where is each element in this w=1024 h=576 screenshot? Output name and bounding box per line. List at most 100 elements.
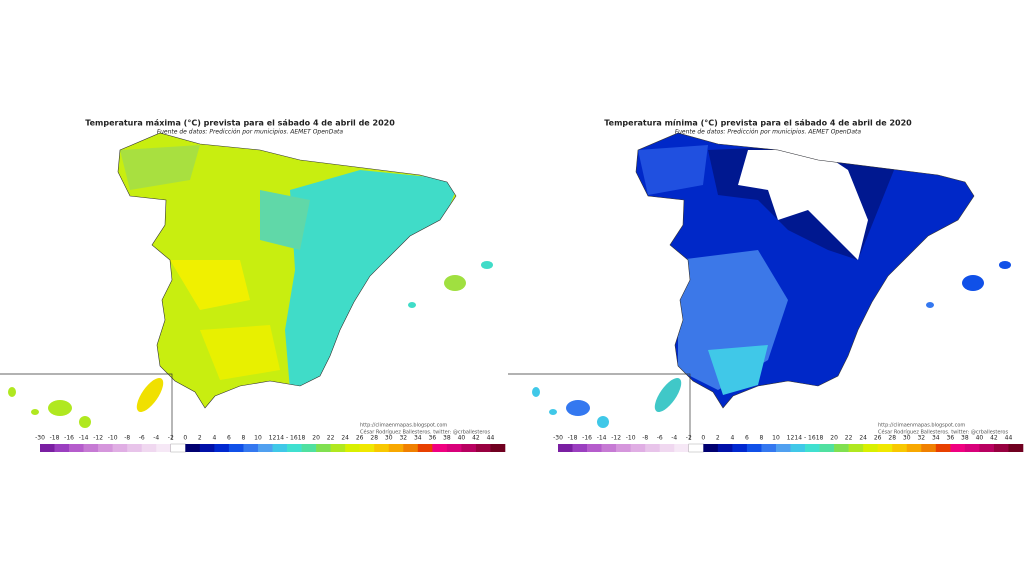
legend-label: 4 (730, 435, 734, 442)
legend-swatch (746, 444, 762, 452)
legend-label: 38 (961, 435, 969, 442)
legend-label: 28 (370, 435, 378, 442)
legend-swatch (717, 444, 733, 452)
legend-swatch (645, 444, 661, 452)
legend-label: 42 (990, 435, 998, 442)
legend-swatch (359, 444, 375, 452)
legend-swatch (272, 444, 288, 452)
legend-swatch (1008, 444, 1024, 452)
legend-swatch (732, 444, 748, 452)
legend-swatch (630, 444, 646, 452)
legend-swatch (993, 444, 1009, 452)
panel-max: Temperatura máxima (°C) prevista para el… (0, 119, 506, 453)
legend-label: 40 (976, 435, 984, 442)
legend-swatch (112, 444, 128, 452)
legend-label: 42 (472, 435, 480, 442)
legend-swatch (935, 444, 951, 452)
legend-swatch (572, 444, 588, 452)
legend-swatch (330, 444, 346, 452)
legend-swatch (403, 444, 419, 452)
map-title: Temperatura máxima (°C) prevista para el… (85, 119, 395, 128)
legend-swatch (345, 444, 360, 452)
legend-swatch (257, 444, 273, 452)
legend-label: -4 (671, 435, 677, 442)
map-credit: César Rodríguez Ballesteros. twitter: @c… (878, 429, 1008, 436)
legend-swatch (185, 444, 201, 452)
legend-swatch (98, 444, 113, 452)
legend-label: 10 (254, 435, 262, 442)
legend-swatch (228, 444, 244, 452)
legend-label: 40 (458, 435, 466, 442)
legend-swatch (950, 444, 966, 452)
legend-label: 18 (298, 435, 306, 442)
legend-swatch (170, 443, 186, 453)
legend-swatch (834, 444, 849, 452)
legend-label: 28 (888, 435, 896, 442)
legend-swatch (775, 444, 791, 452)
legend-label: 0 (183, 435, 187, 442)
legend-swatch (587, 444, 602, 452)
legend-label: 14 - 16 (794, 435, 815, 442)
legend-swatch (906, 444, 922, 452)
legend-label: -6 (139, 435, 145, 442)
legend-label: 2 (198, 435, 202, 442)
legend-swatch (601, 444, 617, 452)
legend-swatch (921, 444, 937, 452)
map-source: Fuente de datos: Predicción por municipi… (675, 129, 861, 136)
legend-label: 24 (859, 435, 867, 442)
legend-swatch (674, 444, 690, 452)
legend-label: 30 (385, 435, 393, 442)
legend-swatch (446, 444, 462, 452)
legend-label: 6 (745, 435, 749, 442)
legend-label: 4 (212, 435, 216, 442)
legend-label: 30 (903, 435, 911, 442)
legend-label: -10 (108, 435, 118, 442)
legend-swatch (156, 444, 172, 452)
legend-swatch (761, 444, 777, 452)
map-source: Fuente de datos: Predicción por municipi… (157, 129, 343, 136)
legend-label: 2 (716, 435, 720, 442)
legend-label: 36 (947, 435, 955, 442)
legend-label: -4 (153, 435, 159, 442)
legend-label: 12 (269, 435, 277, 442)
legend-swatch (432, 444, 448, 452)
legend-label: -30 (553, 435, 563, 442)
legend-label: 20 (312, 435, 320, 442)
legend-swatch (301, 444, 317, 452)
legend-label: -8 (124, 435, 130, 442)
legend-swatch (417, 444, 433, 452)
map-url: http://climaenmapas.blogspot.com (360, 423, 447, 429)
legend-swatch (848, 444, 864, 452)
legend-swatch (703, 444, 719, 452)
legend-label: 26 (356, 435, 364, 442)
legend-label: 36 (429, 435, 437, 442)
legend-label: 32 (917, 435, 925, 442)
legend-label: 14 - 16 (276, 435, 297, 442)
legend-label: 20 (830, 435, 838, 442)
legend-label: 0 (701, 435, 705, 442)
legend-label: -16 (64, 435, 74, 442)
legend-label: -18 (50, 435, 60, 442)
legend-swatch (892, 444, 908, 452)
legend-label: -18 (568, 435, 578, 442)
legend-swatch (54, 444, 70, 452)
legend-swatch (40, 444, 55, 452)
legend-label: -6 (657, 435, 663, 442)
legend-label: 6 (227, 435, 231, 442)
legend-label: -8 (642, 435, 648, 442)
legend-label: -14 (597, 435, 607, 442)
legend-swatch (805, 444, 820, 452)
legend-swatch (659, 444, 675, 452)
legend-label: 12 (787, 435, 795, 442)
legend-label: -12 (611, 435, 621, 442)
legend-label: 24 (341, 435, 349, 442)
legend-label: 44 (1005, 435, 1013, 442)
legend-swatch (688, 443, 704, 453)
legend-swatch (388, 444, 404, 452)
legend-swatch (863, 444, 878, 452)
legend-label: 34 (932, 435, 940, 442)
legend-swatch (616, 444, 631, 452)
legend-swatch (558, 444, 573, 452)
map (118, 133, 456, 408)
